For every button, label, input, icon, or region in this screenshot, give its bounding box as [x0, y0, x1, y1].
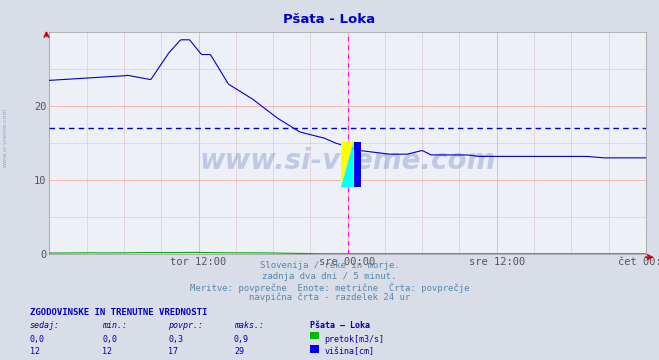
Text: maks.:: maks.:	[234, 321, 264, 330]
Text: Pšata - Loka: Pšata - Loka	[283, 13, 376, 26]
Text: 0,0: 0,0	[30, 335, 45, 344]
Text: ZGODOVINSKE IN TRENUTNE VREDNOSTI: ZGODOVINSKE IN TRENUTNE VREDNOSTI	[30, 308, 207, 317]
Text: povpr.:: povpr.:	[168, 321, 203, 330]
Text: 17: 17	[168, 347, 178, 356]
Text: pretok[m3/s]: pretok[m3/s]	[324, 335, 384, 344]
Bar	[354, 141, 360, 188]
Text: 12: 12	[102, 347, 112, 356]
Text: zadnja dva dni / 5 minut.: zadnja dva dni / 5 minut.	[262, 272, 397, 281]
Text: Pšata – Loka: Pšata – Loka	[310, 321, 370, 330]
Text: Slovenija / reke in morje.: Slovenija / reke in morje.	[260, 261, 399, 270]
Text: 12: 12	[30, 347, 40, 356]
Text: višina[cm]: višina[cm]	[324, 347, 374, 356]
Text: www.si-vreme.com: www.si-vreme.com	[3, 107, 8, 167]
Text: sedaj:: sedaj:	[30, 321, 60, 330]
Text: www.si-vreme.com: www.si-vreme.com	[200, 147, 496, 175]
Text: navpična črta - razdelek 24 ur: navpična črta - razdelek 24 ur	[249, 292, 410, 302]
Text: 0,0: 0,0	[102, 335, 117, 344]
Text: Meritve: povprečne  Enote: metrične  Črta: povprečje: Meritve: povprečne Enote: metrične Črta:…	[190, 283, 469, 293]
Polygon shape	[341, 141, 354, 188]
Text: min.:: min.:	[102, 321, 127, 330]
Text: 29: 29	[234, 347, 244, 356]
Polygon shape	[341, 141, 354, 188]
Text: 0,3: 0,3	[168, 335, 183, 344]
Text: 0,9: 0,9	[234, 335, 249, 344]
